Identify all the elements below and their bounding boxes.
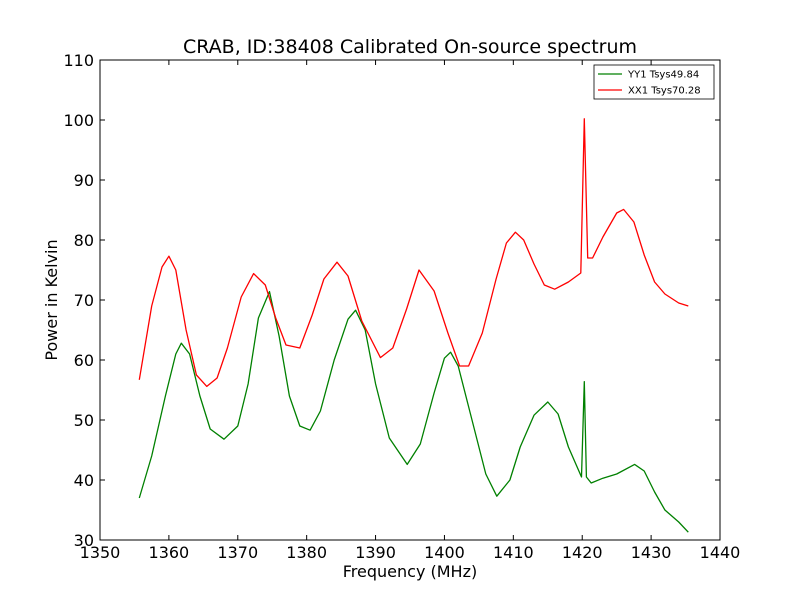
x-tick-label: 1400	[424, 543, 465, 562]
x-axis-label: Frequency (MHz)	[343, 562, 477, 581]
y-tick-label: 40	[74, 471, 94, 490]
x-tick-label: 1390	[355, 543, 396, 562]
plot-area: 1350 1360 1370 1380 1390 1400 1410 1420 1430 1440…	[63, 51, 740, 562]
y-tick-label: 90	[74, 171, 94, 190]
x-tick-label: 1380	[286, 543, 327, 562]
x-tick-label: 1350	[80, 543, 121, 562]
legend-label-1: YY1 Tsys49.84	[627, 70, 699, 81]
chart-title: CRAB, ID:38408 Calibrated On-source spec…	[183, 36, 637, 58]
x-tick-label: 1370	[217, 543, 258, 562]
series-layer	[138, 118, 689, 533]
y-tick-label: 70	[74, 291, 94, 310]
y-tick-label: 100	[63, 111, 94, 130]
y-tick-label: 60	[74, 351, 94, 370]
series-line-2	[138, 118, 689, 388]
y-axis-label: Power in Kelvin	[42, 239, 61, 360]
y-tick-label: 30	[74, 531, 94, 550]
x-tick-label: 1440	[700, 543, 741, 562]
y-tick-label: 50	[74, 411, 94, 430]
series-line-1	[138, 290, 689, 533]
legend-label-2: XX1 Tsys70.28	[628, 86, 701, 97]
ticks-layer: 1350 1360 1370 1380 1390 1400 1410 1420 1430 1440…	[63, 51, 740, 562]
y-tick-label: 110	[63, 51, 94, 70]
x-tick-label: 1430	[631, 543, 672, 562]
legend-box	[593, 64, 715, 100]
y-tick-label: 80	[74, 231, 94, 250]
x-tick-label: 1410	[493, 543, 534, 562]
x-tick-label: 1360	[149, 543, 190, 562]
x-tick-label: 1420	[562, 543, 603, 562]
legend: YY1 Tsys49.84 XX1 Tsys70.28	[593, 64, 715, 100]
